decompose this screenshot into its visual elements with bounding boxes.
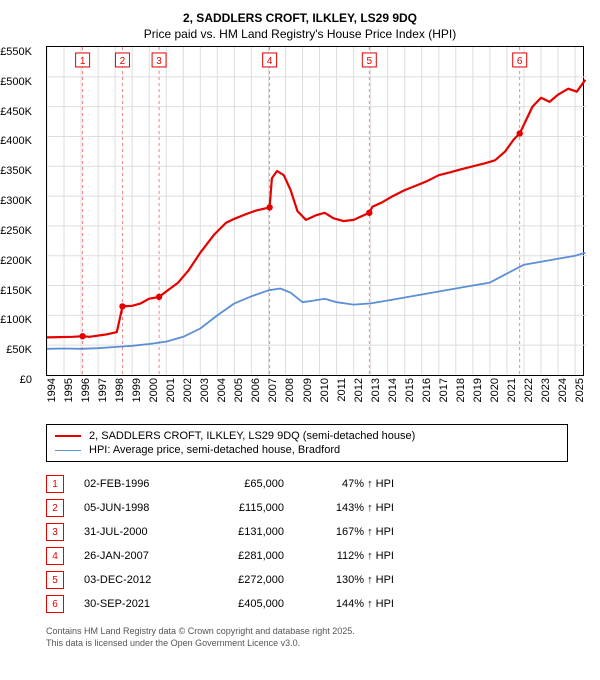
- transaction-row: 1 02-FEB-1996 £65,000 47% ↑ HPI: [46, 472, 588, 496]
- legend-swatch: [55, 450, 81, 451]
- transaction-row: 5 03-DEC-2012 £272,000 130% ↑ HPI: [46, 568, 588, 592]
- transaction-row: 3 31-JUL-2000 £131,000 167% ↑ HPI: [46, 520, 588, 544]
- x-tick-label: 2024: [557, 378, 569, 402]
- y-tick-label: £0: [0, 374, 32, 386]
- y-tick-label: £100K: [0, 314, 32, 326]
- y-tick-label: £350K: [0, 165, 32, 177]
- x-tick-label: 2012: [353, 378, 365, 402]
- svg-text:3: 3: [156, 56, 162, 67]
- x-tick-label: 1996: [80, 378, 92, 402]
- y-tick-label: £500K: [0, 76, 32, 88]
- x-tick-label: 2008: [284, 378, 296, 402]
- x-tick-label: 2009: [302, 378, 314, 402]
- title-subtitle: Price paid vs. HM Land Registry's House …: [12, 26, 588, 42]
- y-tick-label: £550K: [0, 46, 32, 58]
- transaction-badge: 1: [46, 475, 64, 493]
- copyright-notice: Contains HM Land Registry data © Crown c…: [46, 626, 588, 649]
- legend-row: HPI: Average price, semi-detached house,…: [55, 443, 559, 457]
- transaction-pct-vs-hpi: 112% ↑ HPI: [304, 550, 394, 562]
- x-tick-label: 2023: [540, 378, 552, 402]
- title-address: 2, SADDLERS CROFT, ILKLEY, LS29 9DQ: [12, 10, 588, 26]
- transaction-price: £272,000: [204, 574, 284, 586]
- x-tick-label: 1997: [97, 378, 109, 402]
- x-tick-label: 2004: [216, 378, 228, 402]
- x-tick-label: 2016: [421, 378, 433, 402]
- transaction-date: 26-JAN-2007: [84, 550, 184, 562]
- transaction-pct-vs-hpi: 143% ↑ HPI: [304, 502, 394, 514]
- y-tick-label: £450K: [0, 106, 32, 118]
- transaction-pct-vs-hpi: 144% ↑ HPI: [304, 598, 394, 610]
- x-tick-label: 2002: [182, 378, 194, 402]
- transactions-table: 1 02-FEB-1996 £65,000 47% ↑ HPI 2 05-JUN-1998…: [46, 472, 588, 616]
- x-tick-label: 2005: [233, 378, 245, 402]
- x-tick-label: 1998: [114, 378, 126, 402]
- x-tick-label: 1995: [63, 378, 75, 402]
- x-tick-label: 2018: [455, 378, 467, 402]
- transaction-date: 31-JUL-2000: [84, 526, 184, 538]
- transaction-price: £65,000: [204, 478, 284, 490]
- x-tick-label: 2010: [319, 378, 331, 402]
- y-tick-label: £200K: [0, 255, 32, 267]
- x-tick-label: 2025: [574, 378, 586, 402]
- x-tick-label: 2014: [387, 378, 399, 402]
- svg-text:1: 1: [80, 56, 86, 67]
- x-tick-label: 2015: [404, 378, 416, 402]
- transaction-badge: 6: [46, 595, 64, 613]
- chart-titles: 2, SADDLERS CROFT, ILKLEY, LS29 9DQ Pric…: [12, 10, 588, 42]
- transaction-row: 2 05-JUN-1998 £115,000 143% ↑ HPI: [46, 496, 588, 520]
- transaction-pct-vs-hpi: 167% ↑ HPI: [304, 526, 394, 538]
- x-tick-label: 2017: [438, 378, 450, 402]
- transaction-price: £131,000: [204, 526, 284, 538]
- transaction-badge: 3: [46, 523, 64, 541]
- x-tick-label: 1994: [46, 378, 58, 402]
- x-tick-label: 2003: [199, 378, 211, 402]
- svg-text:6: 6: [517, 56, 523, 67]
- y-tick-label: £50K: [0, 344, 32, 356]
- chart-svg: 1 2 3 4 5 6: [47, 47, 587, 375]
- x-tick-label: 2020: [489, 378, 501, 402]
- x-tick-label: 2000: [148, 378, 160, 402]
- transaction-price: £115,000: [204, 502, 284, 514]
- x-tick-label: 2006: [250, 378, 262, 402]
- transaction-row: 4 26-JAN-2007 £281,000 112% ↑ HPI: [46, 544, 588, 568]
- x-tick-label: 2007: [267, 378, 279, 402]
- legend-label: 2, SADDLERS CROFT, ILKLEY, LS29 9DQ (sem…: [89, 430, 415, 442]
- svg-text:5: 5: [367, 56, 373, 67]
- y-tick-label: £300K: [0, 195, 32, 207]
- transaction-date: 30-SEP-2021: [84, 598, 184, 610]
- transaction-price: £405,000: [204, 598, 284, 610]
- legend-label: HPI: Average price, semi-detached house,…: [89, 444, 340, 456]
- svg-text:2: 2: [120, 56, 126, 67]
- transaction-pct-vs-hpi: 47% ↑ HPI: [304, 478, 394, 490]
- y-axis-labels: £0£50K£100K£150K£200K£250K£300K£350K£400…: [0, 52, 34, 380]
- x-tick-label: 2013: [370, 378, 382, 402]
- x-tick-label: 2001: [165, 378, 177, 402]
- legend: 2, SADDLERS CROFT, ILKLEY, LS29 9DQ (sem…: [46, 424, 568, 462]
- transaction-date: 05-JUN-1998: [84, 502, 184, 514]
- y-tick-label: £150K: [0, 285, 32, 297]
- transaction-date: 02-FEB-1996: [84, 478, 184, 490]
- x-tick-label: 2019: [472, 378, 484, 402]
- x-tick-label: 1999: [131, 378, 143, 402]
- x-axis-labels: 1994 1995 1996 1997 1998 1999 2000 2001 2002 2003…: [46, 376, 584, 416]
- x-tick-label: 2021: [506, 378, 518, 402]
- transaction-badge: 5: [46, 571, 64, 589]
- y-tick-label: £400K: [0, 135, 32, 147]
- legend-swatch: [55, 435, 81, 437]
- transaction-price: £281,000: [204, 550, 284, 562]
- copyright-line-2: This data is licensed under the Open Gov…: [46, 638, 588, 649]
- transaction-date: 03-DEC-2012: [84, 574, 184, 586]
- transaction-badge: 2: [46, 499, 64, 517]
- svg-text:4: 4: [267, 56, 273, 67]
- x-tick-label: 2022: [523, 378, 535, 402]
- copyright-line-1: Contains HM Land Registry data © Crown c…: [46, 626, 588, 637]
- transaction-row: 6 30-SEP-2021 £405,000 144% ↑ HPI: [46, 592, 588, 616]
- legend-row: 2, SADDLERS CROFT, ILKLEY, LS29 9DQ (sem…: [55, 429, 559, 443]
- transaction-pct-vs-hpi: 130% ↑ HPI: [304, 574, 394, 586]
- x-tick-label: 2011: [336, 378, 348, 402]
- y-tick-label: £250K: [0, 225, 32, 237]
- chart-plot-area: 1 2 3 4 5 6: [46, 46, 584, 376]
- transaction-badge: 4: [46, 547, 64, 565]
